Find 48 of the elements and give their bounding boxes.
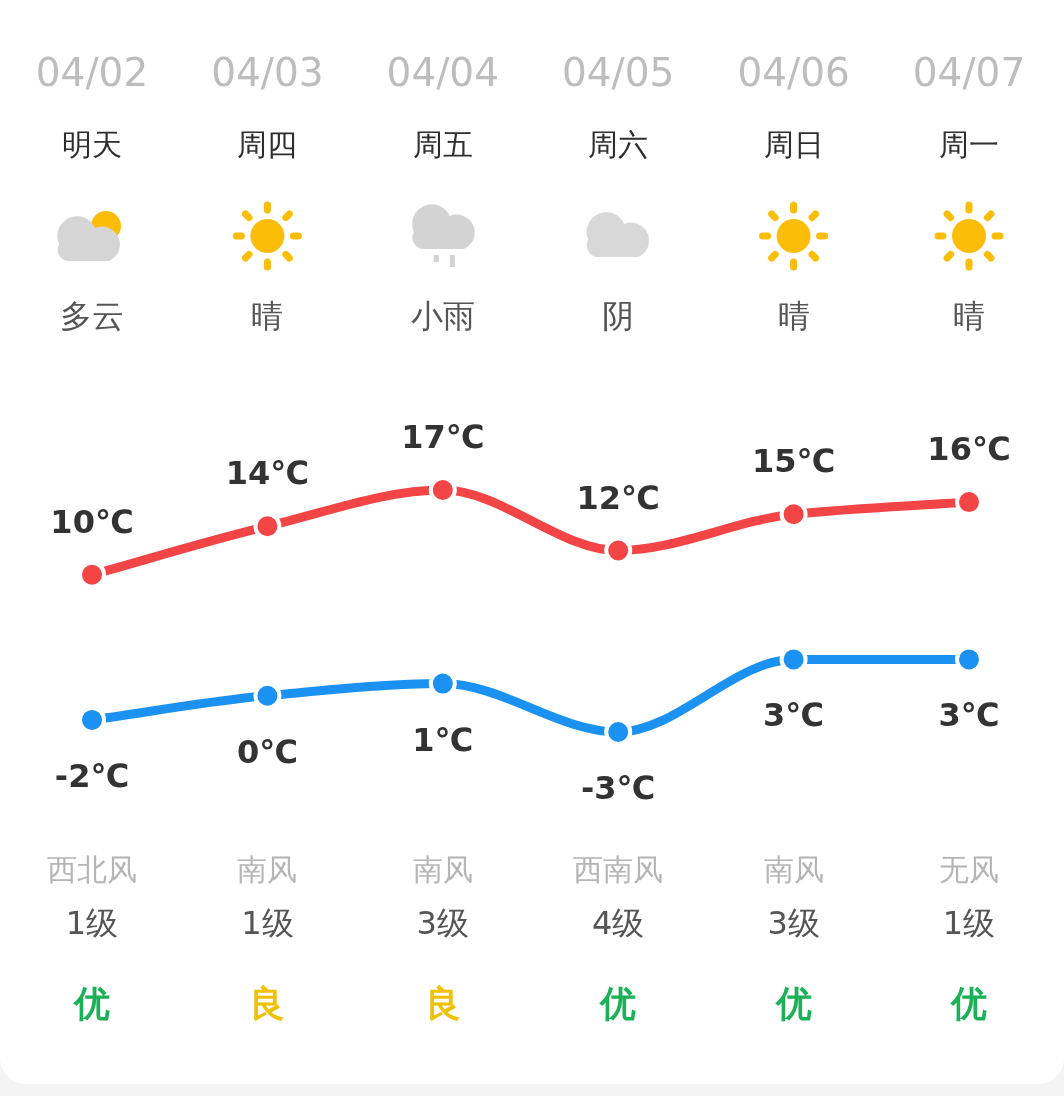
annotation: 晴 [251,297,284,335]
label: 良 [249,983,286,1024]
annotation: 明天 [62,127,122,162]
x-tick-label: 04/07 [912,50,1026,95]
annotation: 周五 [412,127,473,162]
annotation: 3级 [767,904,820,942]
data-label: 0℃ [236,732,298,771]
annotation: 周日 [763,127,824,162]
annotation: 1级 [942,904,996,942]
x-tick-label: 04/02 [35,50,149,95]
annotation: 多云 [60,297,124,335]
x-tick-label: 04/05 [562,50,675,95]
annotation: 晴 [953,297,985,335]
annotation: 南风 [763,852,824,887]
label: 优 [600,983,637,1024]
annotation: 西南风 [573,852,664,887]
annotation: 4级 [592,904,645,942]
annotation: 无风 [939,852,999,887]
annotation: 1级 [241,904,294,942]
data-label: 1℃ [412,720,474,759]
annotation: 晴 [777,297,810,335]
annotation: 1级 [65,904,119,942]
x-tick-label: 04/03 [211,50,324,95]
data-label: 3℃ [938,696,1000,735]
annotation: 南风 [412,852,473,887]
annotation: 小雨 [410,297,475,335]
annotation: 周一 [939,127,999,162]
data-label: 14℃ [225,454,310,493]
x-tick-label: 04/04 [386,50,499,95]
label: 优 [775,983,812,1024]
data-label: -2℃ [54,756,130,795]
label: 优 [74,983,110,1024]
data-label: 3℃ [763,696,825,735]
x-tick-label: 04/06 [737,50,850,95]
label: 优 [951,983,987,1024]
label: 良 [424,983,461,1024]
data-label: 16℃ [927,430,1011,469]
data-label: 12℃ [576,478,660,517]
annotation: 阴 [602,297,635,335]
annotation: 西北风 [47,852,137,887]
data-label: -3℃ [581,769,656,807]
annotation: 3级 [416,904,469,942]
annotation: 周四 [237,127,298,162]
annotation: 周六 [588,127,649,162]
data-label: 15℃ [751,442,836,481]
annotation: 南风 [237,852,298,887]
data-label: 17℃ [401,418,485,456]
data-label: 10℃ [50,502,134,541]
